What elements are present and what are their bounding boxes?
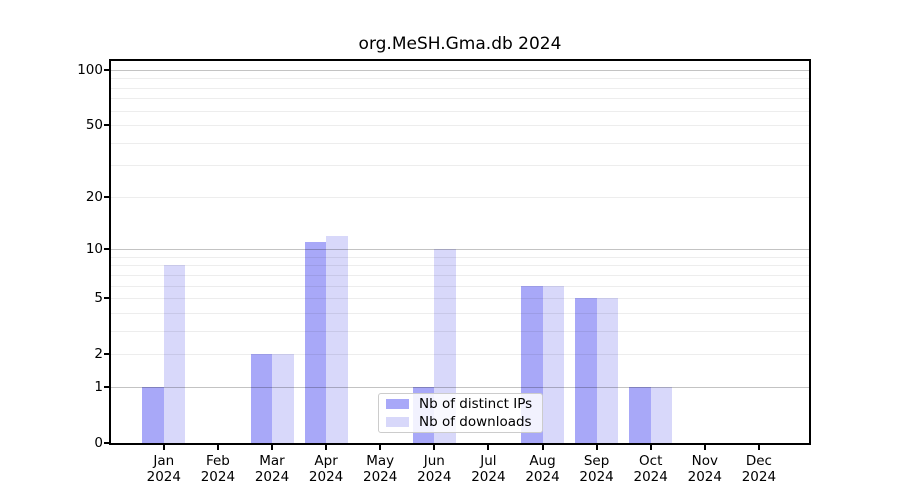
grid-line-major-100 (111, 70, 809, 71)
grid-line-minor-20 (111, 196, 809, 198)
x-tick-jul (487, 445, 490, 450)
y-tick-100 (104, 69, 109, 71)
grid-line-minor-3 (111, 330, 809, 332)
grid-line-minor-40 (111, 142, 809, 144)
y-tick-label-2: 2 (94, 346, 103, 363)
grid-line-minor-6 (111, 285, 809, 287)
x-tick-dec (757, 445, 760, 450)
bar-nb-of-distinct-ips-sep (575, 298, 597, 443)
y-tick-20 (104, 195, 109, 198)
bar-nb-of-distinct-ips-jan (142, 386, 164, 443)
y-tick-0 (104, 442, 109, 444)
x-tick-label-aug: Aug 2024 (525, 453, 560, 485)
bar-nb-of-distinct-ips-apr (304, 242, 327, 443)
legend: Nb of distinct IPs Nb of downloads (378, 393, 543, 433)
y-tick-label-5: 5 (94, 290, 103, 307)
bar-nb-of-downloads-apr (326, 235, 348, 443)
bar-nb-of-downloads-mar (272, 354, 294, 443)
x-tick-label-feb: Feb 2024 (200, 453, 236, 485)
grid-line-minor-60 (111, 110, 809, 112)
y-tick-label-1: 1 (94, 378, 103, 395)
grid-line-minor-5 (111, 298, 809, 300)
legend-item-downloads: Nb of downloads (386, 413, 535, 430)
x-tick-label-may: May 2024 (363, 453, 398, 485)
x-tick-label-jun: Jun 2024 (417, 453, 452, 485)
legend-swatch-downloads (386, 417, 409, 427)
bar-nb-of-downloads-sep (596, 298, 619, 443)
grid-line-major-1 (111, 386, 809, 388)
y-tick-2 (104, 353, 109, 356)
y-tick-label-10: 10 (85, 241, 103, 258)
x-tick-label-sep: Sep 2024 (579, 453, 614, 485)
y-tick-label-20: 20 (85, 188, 103, 205)
grid-line-minor-2 (111, 354, 809, 356)
bar-nb-of-downloads-aug (542, 285, 564, 443)
legend-label-distinct-ips: Nb of distinct IPs (419, 395, 533, 412)
x-tick-apr (325, 445, 328, 450)
x-tick-label-oct: Oct 2024 (633, 453, 668, 485)
grid-line-minor-7 (111, 274, 809, 276)
grid-line-minor-9 (111, 256, 809, 258)
grid-line-minor-8 (111, 265, 809, 267)
y-tick-label-0: 0 (94, 435, 103, 451)
x-tick-label-mar: Mar 2024 (254, 453, 290, 485)
x-tick-label-apr: Apr 2024 (308, 453, 344, 485)
grid-line-minor-30 (111, 165, 809, 167)
grid-line-minor-70 (111, 98, 809, 100)
x-tick-feb (216, 445, 219, 450)
y-tick-label-50: 50 (85, 117, 103, 134)
grid-layer (111, 61, 809, 443)
x-tick-mar (271, 445, 273, 450)
chart-title: org.MeSH.Gma.db 2024 (358, 34, 562, 54)
bar-nb-of-distinct-ips-oct (629, 386, 651, 443)
bar-nb-of-distinct-ips-mar (250, 354, 272, 443)
x-tick-oct (649, 445, 652, 450)
grid-line-minor-4 (111, 312, 809, 314)
x-tick-jun (433, 445, 436, 450)
legend-item-distinct-ips: Nb of distinct IPs (386, 395, 535, 412)
x-tick-label-nov: Nov 2024 (687, 453, 722, 485)
bar-nb-of-downloads-oct (650, 386, 673, 443)
x-tick-aug (541, 445, 544, 450)
grid-line-minor-80 (111, 87, 809, 89)
x-tick-label-jul: Jul 2024 (471, 453, 506, 485)
x-tick-label-jan: Jan 2024 (146, 453, 181, 485)
y-tick-1 (104, 385, 109, 388)
x-tick-jan (162, 445, 165, 450)
grid-line-minor-90 (111, 78, 809, 80)
legend-label-downloads: Nb of downloads (419, 413, 532, 430)
y-tick-10 (104, 248, 109, 251)
y-tick-50 (104, 124, 109, 127)
y-tick-5 (104, 297, 109, 300)
x-tick-may (379, 445, 382, 450)
x-tick-sep (595, 445, 598, 450)
grid-line-major-10 (111, 249, 809, 251)
legend-swatch-distinct-ips (386, 399, 409, 409)
x-tick-nov (703, 445, 706, 450)
bar-nb-of-downloads-jan (163, 265, 186, 443)
y-tick-label-100: 100 (77, 62, 103, 78)
grid-line-minor-50 (111, 125, 809, 127)
plot-area: Nb of distinct IPs Nb of downloads (109, 59, 811, 445)
x-tick-label-dec: Dec 2024 (741, 453, 777, 485)
